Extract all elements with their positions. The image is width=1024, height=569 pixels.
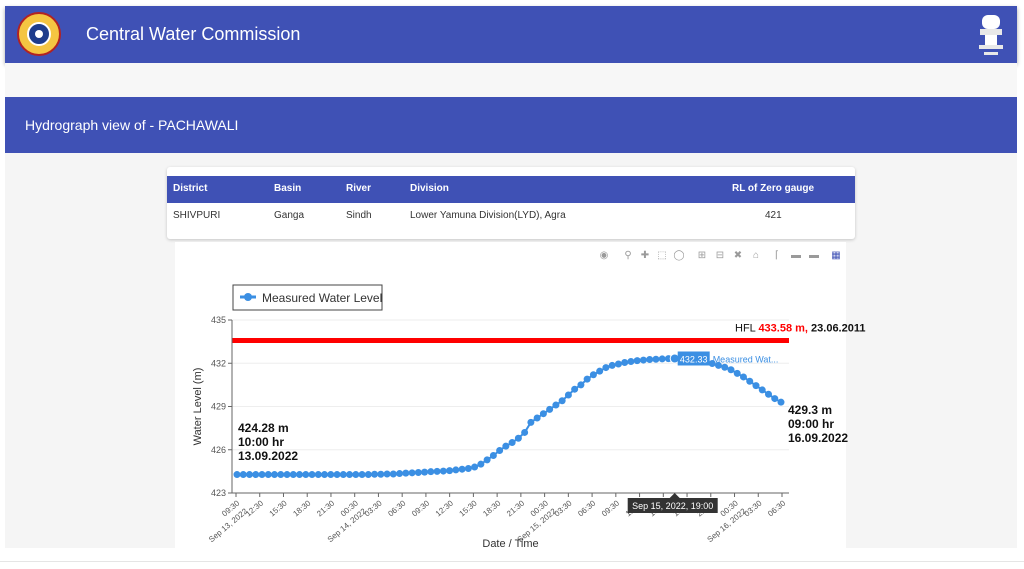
column-header-basin: Basin [274,183,302,194]
plot-area [175,242,846,548]
station-info-card: District Basin River Division RL of Zero… [167,167,855,239]
hover-compare-icon[interactable]: ▬ [809,250,819,261]
box-select-icon[interactable]: ⬚ [657,250,667,261]
column-header-river: River [346,183,372,194]
spacer-band [5,63,1017,97]
app-header: Central Water Commission [5,6,1017,63]
column-header-rl-zero-gauge: RL of Zero gauge [732,183,815,194]
page-header: Hydrograph view of - PACHAWALI [5,97,1017,153]
footer-divider [0,561,1024,562]
hover-closest-icon[interactable]: ▬ [791,250,801,261]
table-header-row: District Basin River Division RL of Zero… [167,176,855,203]
cell-river: Sindh [346,210,372,221]
cwc-logo-icon[interactable] [17,12,61,56]
column-header-division: Division [410,183,449,194]
national-emblem-icon [979,15,1003,55]
app-title: Central Water Commission [86,24,301,44]
zoom-in-icon[interactable]: ⊞ [697,250,707,261]
camera-icon[interactable]: ◉ [599,250,609,261]
zoom-icon[interactable]: ⚲ [624,250,632,261]
reset-axes-icon[interactable]: ⌂ [752,250,760,261]
plotly-logo-icon[interactable]: ▦ [831,250,841,261]
cell-rl-zero-gauge: 421 [765,210,782,221]
zoom-out-icon[interactable]: ⊟ [715,250,725,261]
cell-basin: Ganga [274,210,305,221]
cell-district: SHIVPURI [173,210,221,221]
column-header-district: District [173,183,208,194]
page-title: Hydrograph view of - PACHAWALI [25,117,239,133]
lasso-select-icon[interactable]: ◯ [673,250,685,261]
spike-lines-icon[interactable]: ⌈ [775,250,779,261]
cell-division: Lower Yamuna Division(LYD), Agra [410,210,566,221]
autoscale-icon[interactable]: ✖ [733,250,743,261]
pan-icon[interactable]: ✚ [640,250,650,261]
